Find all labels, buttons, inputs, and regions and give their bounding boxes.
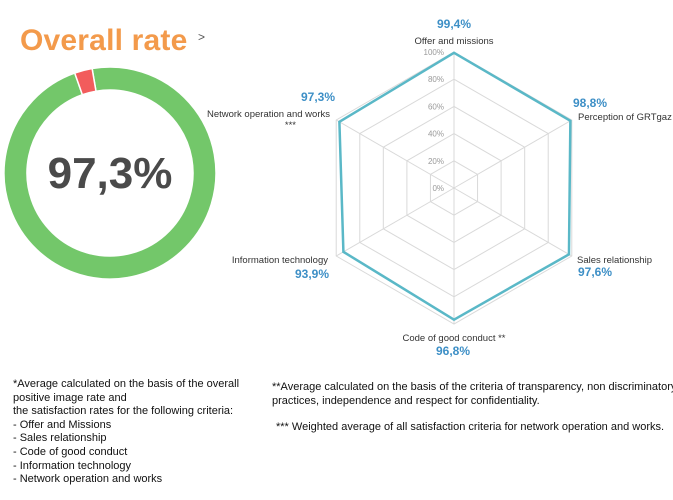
radar-axis-label: Code of good conduct ** — [403, 333, 506, 344]
radar-spoke — [453, 187, 573, 257]
footnote-line: *Average calculated on the basis of the … — [13, 378, 240, 390]
radar-tick-label: 80% — [428, 75, 444, 84]
chart-title: Overall rate — [20, 24, 188, 57]
radar-value-label: 98,8% — [573, 96, 607, 110]
radar-tick-label: 0% — [432, 184, 444, 193]
footnote-line: - Network operation and works — [13, 473, 163, 486]
radar-axis-label: Sales relationship — [577, 255, 652, 266]
radar-value-label: 97,6% — [578, 265, 612, 279]
radar-axis-label: Information technology — [232, 255, 328, 266]
radar-value-label: 97,3% — [301, 90, 335, 104]
footnote-weighted-average: *** Weighted average of all satisfaction… — [276, 421, 666, 435]
footnote-line: *** Weighted average of all satisfaction… — [276, 421, 665, 433]
radar-spoke — [335, 119, 455, 189]
radar-tick-label: 20% — [428, 157, 444, 166]
donut-center-value: 97,3% — [48, 149, 173, 198]
radar-value-label: 96,8% — [436, 344, 470, 358]
footnote-line: the satisfaction rates for the following… — [13, 405, 234, 418]
radar-value-label: 99,4% — [437, 17, 471, 31]
footnote-line: - Information technology — [13, 459, 132, 472]
radar-axis-label: Perception of GRTgaz — [578, 112, 672, 123]
radar-series-line — [338, 51, 572, 322]
radar-axis-label-extra: *** — [285, 120, 296, 131]
radar-tick-label: 100% — [424, 48, 444, 57]
footnote-line: positive image rate and — [13, 391, 127, 404]
radar-tick-label: 40% — [428, 130, 444, 139]
radar-tick-label: 60% — [428, 102, 444, 111]
radar-axis-label: Offer and missions — [414, 36, 493, 47]
radar-value-label: 93,9% — [295, 267, 329, 281]
footnote-code-of-conduct: **Average calculated on the basis of the… — [272, 381, 673, 408]
footnote-line: **Average calculated on the basis of the… — [272, 381, 673, 393]
footnote-average: *Average calculated on the basis of the … — [13, 378, 253, 487]
radar-spoke — [453, 119, 573, 189]
donut-slice-negative — [73, 67, 97, 96]
title-mark: ˃ — [198, 30, 206, 44]
footnote-line: - Code of good conduct — [13, 445, 128, 458]
radar-axis-label: Network operation and works — [207, 109, 330, 120]
footnote-line: - Offer and Missions — [13, 418, 112, 431]
radar-spoke — [335, 187, 455, 257]
footnote-line: - Sales relationship — [13, 432, 107, 445]
footnote-line: practices, independence and respect for … — [272, 394, 540, 407]
donut-slice-positive — [3, 66, 217, 280]
